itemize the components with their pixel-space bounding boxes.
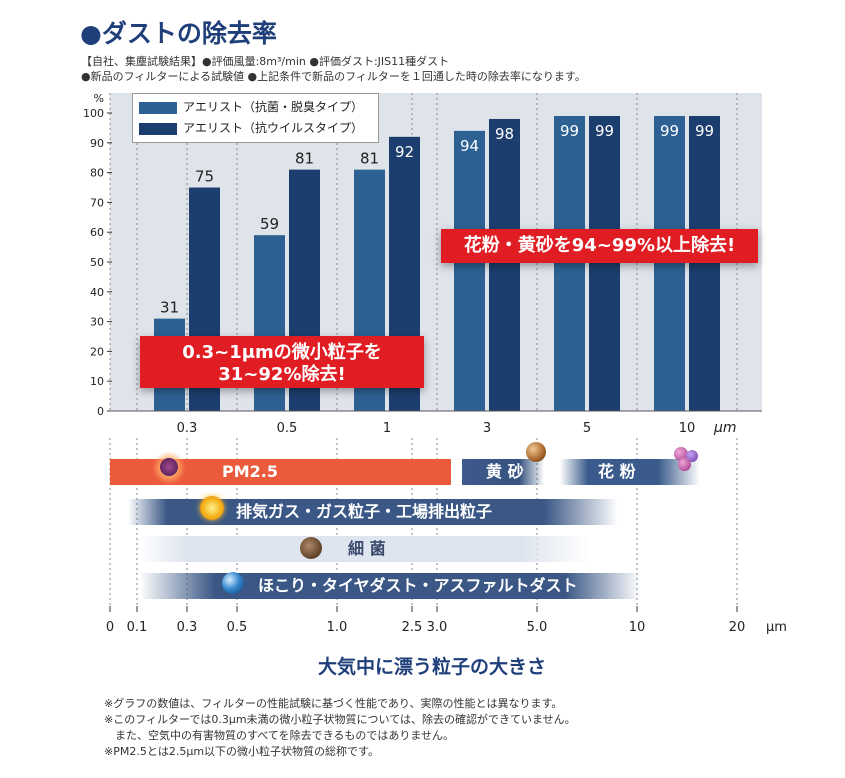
legend-swatch bbox=[139, 101, 177, 114]
page-title: ●ダストの除去率 bbox=[80, 19, 277, 48]
sand-particle-icon bbox=[526, 442, 546, 462]
y-axis-ticks: 0 10 20 30 40 50 60 70 80 90 100 bbox=[83, 107, 762, 418]
y-axis-unit: % bbox=[94, 92, 104, 105]
x-tick-label: 5 bbox=[583, 421, 591, 436]
callout-fine-particles: 0.3~1μmの微小粒子を 31~92%除去! bbox=[140, 336, 424, 388]
y-tick-label: 80 bbox=[90, 167, 104, 180]
pollen-icon bbox=[678, 458, 691, 471]
scale-tick-label: 1.0 bbox=[327, 620, 348, 635]
y-tick-label: 50 bbox=[90, 256, 104, 269]
test-conditions-note: 【自社、集塵試験結果】●評価風量:8m³/min ●評価ダスト:JIS11種ダス… bbox=[81, 55, 450, 68]
x-tick-label: 10 bbox=[679, 421, 696, 436]
bar-value-label: 81 bbox=[360, 150, 379, 168]
bar-value-labels: 31 59 81 94 99 99 75 81 92 98 99 99 bbox=[160, 122, 714, 317]
band-kosa: 黄 砂 bbox=[462, 459, 544, 485]
scale-tick-label: 0.3 bbox=[177, 620, 198, 635]
scale-tick-label: 2.5 bbox=[402, 620, 423, 635]
y-tick-label: 70 bbox=[90, 196, 104, 209]
exhaust-particle-icon bbox=[200, 496, 224, 520]
scale-tick-label: 0 bbox=[106, 620, 114, 635]
bar-antibacterial-10 bbox=[654, 115, 685, 411]
x-axis-unit: μm bbox=[713, 420, 737, 436]
band-label: 排気ガス・ガス粒子・工場排出粒子 bbox=[236, 502, 493, 521]
bar-value-label: 99 bbox=[595, 122, 614, 140]
y-tick-label: 30 bbox=[90, 316, 104, 329]
chart-legend: アエリスト（抗菌・脱臭タイプ） アエリスト（抗ウイルスタイプ） bbox=[132, 93, 379, 143]
x-tick-label: 0.3 bbox=[177, 421, 198, 436]
particle-size-title: 大気中に漂う粒子の大きさ bbox=[318, 656, 547, 678]
particle-size-axis: 0 0.1 0.3 0.5 1.0 2.5 3.0 5.0 10 20 μm bbox=[106, 606, 787, 635]
y-tick-label: 20 bbox=[90, 345, 104, 358]
bar-value-label: 99 bbox=[660, 122, 679, 140]
scale-tick-label: 3.0 bbox=[427, 620, 448, 635]
scale-tick-label: 5.0 bbox=[527, 620, 548, 635]
bar-antibacterial-5 bbox=[554, 115, 585, 411]
band-label: 花 粉 bbox=[598, 462, 636, 481]
y-tick-label: 40 bbox=[90, 286, 104, 299]
pollen-icon bbox=[674, 447, 688, 461]
bar-antiviral-3 bbox=[489, 118, 520, 412]
band-kafun: 花 粉 bbox=[560, 459, 700, 485]
footnote: ※PM2.5とは2.5μm以下の微小粒子状物質の総称です。 bbox=[104, 745, 379, 758]
band-dust: ほこり・タイヤダスト・アスファルトダスト bbox=[140, 573, 640, 599]
band-bacteria: 細 菌 bbox=[140, 536, 590, 562]
x-tick-label: 1 bbox=[383, 421, 391, 436]
bar-value-label: 99 bbox=[560, 122, 579, 140]
scale-tick-label: 10 bbox=[629, 620, 646, 635]
y-tick-label: 60 bbox=[90, 226, 104, 239]
bar-value-label: 75 bbox=[195, 168, 214, 186]
legend-item-antiviral: アエリスト（抗ウイルスタイプ） bbox=[139, 119, 363, 137]
footnote: ※このフィルターでは0.3μm未満の微小粒子状物質については、除去の確認ができて… bbox=[104, 713, 576, 726]
x-tick-label: 0.5 bbox=[277, 421, 298, 436]
band-label: 黄 砂 bbox=[486, 462, 524, 481]
bar-value-label: 59 bbox=[260, 215, 279, 233]
legend-swatch bbox=[139, 122, 177, 135]
bar-series bbox=[154, 115, 720, 412]
dust-particle-icon bbox=[222, 572, 244, 594]
y-tick-label: 0 bbox=[97, 405, 104, 418]
band-label: ほこり・タイヤダスト・アスファルトダスト bbox=[258, 576, 578, 595]
legend-item-antibacterial: アエリスト（抗菌・脱臭タイプ） bbox=[139, 98, 363, 116]
bacteria-icon bbox=[300, 537, 322, 559]
band-label: PM2.5 bbox=[222, 462, 278, 481]
scale-tick-label: 0.5 bbox=[227, 620, 248, 635]
particle-size-ticks: 0 0.1 0.3 0.5 1.0 2.5 3.0 5.0 10 20 bbox=[106, 606, 745, 635]
y-tick-label: 90 bbox=[90, 137, 104, 150]
callout-line: 31~92%除去! bbox=[218, 364, 346, 385]
legend-label: アエリスト（抗ウイルスタイプ） bbox=[183, 121, 364, 135]
y-tick-label: 10 bbox=[90, 375, 104, 388]
scale-tick-label: 0.1 bbox=[127, 620, 148, 635]
y-tick-label: 100 bbox=[83, 107, 104, 120]
bar-value-label: 31 bbox=[160, 299, 179, 317]
bar-value-label: 81 bbox=[295, 150, 314, 168]
footnote: また、空気中の有害物質のすべてを除去できるものではありません。 bbox=[104, 729, 455, 742]
bar-value-label: 99 bbox=[695, 122, 714, 140]
legend-label: アエリスト（抗菌・脱臭タイプ） bbox=[183, 100, 364, 114]
bar-value-label: 92 bbox=[395, 143, 414, 161]
bar-antiviral-10 bbox=[689, 115, 720, 411]
bar-antiviral-5 bbox=[589, 115, 620, 411]
scale-tick-label: 20 bbox=[729, 620, 746, 635]
test-method-note: ●新品のフィルターによる試験値 ●上記条件で新品のフィルターを１回通した時の除去… bbox=[81, 70, 586, 83]
callout-pollen-sand: 花粉・黄砂を94~99%以上除去! bbox=[441, 229, 758, 263]
bar-value-label: 94 bbox=[460, 137, 479, 155]
footnote: ※グラフの数値は、フィルターの性能試験に基づく性能であり、実際の性能とは異なりま… bbox=[104, 697, 563, 710]
pm25-particle-icon bbox=[160, 458, 178, 476]
particle-size-unit: μm bbox=[766, 620, 787, 635]
callout-line: 0.3~1μmの微小粒子を bbox=[182, 342, 382, 363]
bar-antibacterial-3 bbox=[454, 130, 485, 411]
bar-value-label: 98 bbox=[495, 125, 514, 143]
x-tick-label: 3 bbox=[483, 421, 491, 436]
x-axis-ticks: 0.3 0.5 1 3 5 10 bbox=[177, 421, 696, 436]
band-label: 細 菌 bbox=[348, 539, 386, 558]
